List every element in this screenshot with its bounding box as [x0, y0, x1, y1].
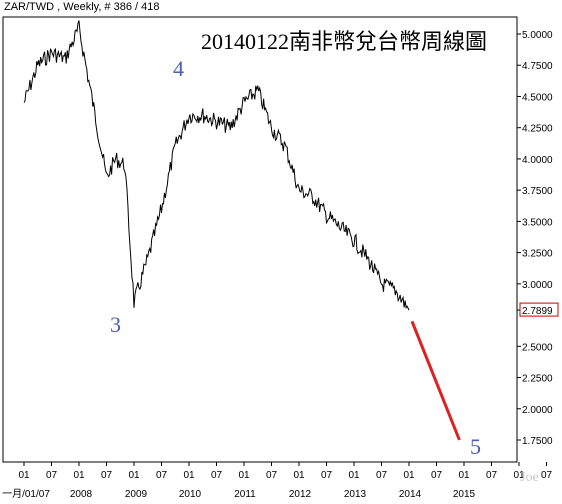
x-year-label: 2013	[344, 489, 367, 500]
wave-label-4: 4	[173, 56, 184, 81]
price-line	[23, 20, 410, 311]
last-price-box	[519, 302, 559, 317]
wave-label-5: 5	[470, 434, 481, 459]
y-tick-label: 3.0000	[522, 280, 553, 291]
x-month-label: 07	[46, 470, 58, 481]
y-tick-label: 4.7500	[522, 61, 553, 72]
x-month-label: 01	[128, 470, 140, 481]
y-tick-label: 4.5000	[522, 92, 553, 103]
x-month-label: 01	[238, 470, 250, 481]
x-month-label: 01	[348, 470, 360, 481]
x-year-label: 一月/01/07	[2, 488, 50, 500]
chart-header: ZAR/TWD , Weekly, # 386 / 418	[4, 1, 160, 13]
x-month-label: 07	[321, 470, 333, 481]
x-month-label: 07	[376, 470, 388, 481]
y-tick-label: 4.0000	[522, 155, 553, 166]
projection-line	[410, 320, 461, 441]
y-tick-label: 2.5000	[522, 342, 553, 353]
x-year-label: 2009	[125, 489, 148, 500]
x-year-label: 2012	[289, 489, 312, 500]
price-series	[23, 20, 410, 311]
x-month-label: 01	[403, 470, 415, 481]
y-tick-label: 1.7500	[522, 436, 553, 447]
y-tick-label: 2.2500	[522, 374, 553, 385]
x-month-label: 07	[266, 470, 278, 481]
x-month-label: 07	[431, 470, 443, 481]
y-axis: 5.0000 4.7500 4.5000 4.2500 4.0000 3.7500 3.50…	[517, 30, 559, 447]
x-month-label: 07	[101, 470, 113, 481]
y-tick-label: 3.2500	[522, 249, 553, 260]
last-price-label: 2.7899	[522, 306, 553, 317]
x-year-label: 2015	[453, 489, 476, 500]
projection-series	[410, 320, 461, 441]
x-month-label: 01	[458, 470, 470, 481]
x-year-label: 2011	[234, 489, 256, 500]
y-tick-label: 5.0000	[522, 30, 553, 41]
x-month-label: 07	[156, 470, 168, 481]
x-month-label: 01	[73, 470, 85, 481]
plot-frame	[2, 16, 518, 463]
y-tick-label: 3.5000	[522, 217, 553, 228]
chart-title: 20140122南非幣兌台幣周線圖	[201, 29, 488, 54]
y-tick-label: 3.7500	[522, 186, 553, 197]
x-month-label: 07	[211, 470, 223, 481]
x-month-label: 01	[183, 470, 195, 481]
x-year-label: 2008	[70, 489, 93, 500]
wave-label-3: 3	[110, 312, 121, 337]
watermark: Joe	[520, 470, 539, 485]
y-tick-label: 4.2500	[522, 124, 553, 135]
x-year-label: 2014	[399, 489, 422, 500]
x-axis: 01 07 01 07 01 07 01 07 01 07 01 07 01 07 01 07 01 07 01 07…	[2, 462, 552, 500]
x-month-label: 01	[513, 470, 525, 481]
x-month-label: 07	[486, 470, 498, 481]
x-month-label: 01	[293, 470, 305, 481]
y-tick-label: 2.0000	[522, 405, 553, 416]
x-year-label: 2010	[179, 489, 202, 500]
x-month-label: 01	[18, 470, 30, 481]
x-month-label: 07	[541, 470, 553, 481]
